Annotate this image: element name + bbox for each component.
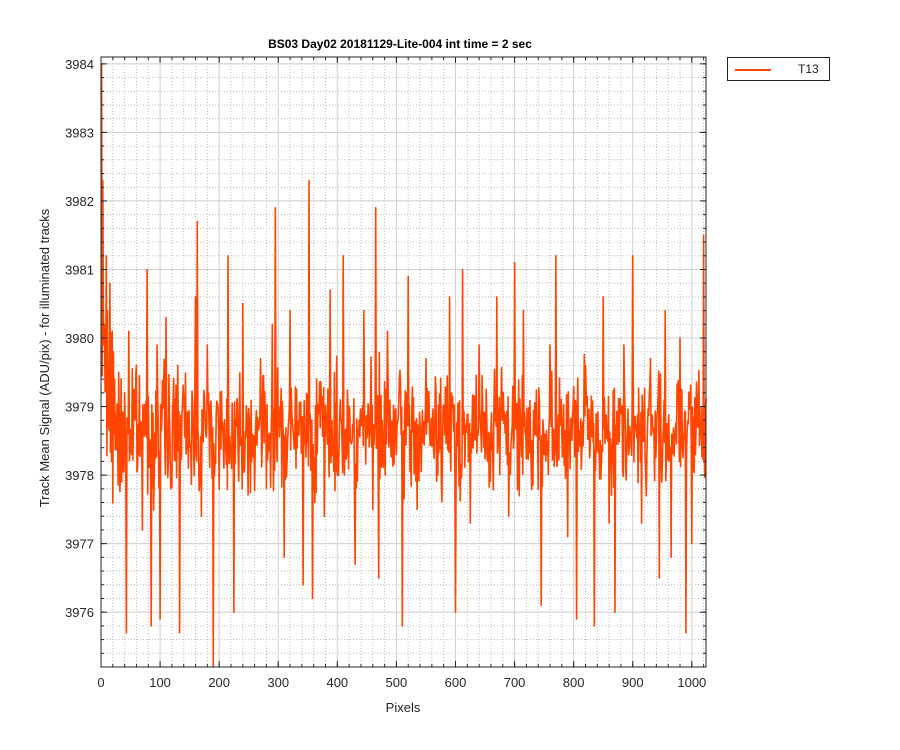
x-tick-label: 900 [622, 675, 644, 690]
y-tick-label: 3983 [65, 125, 94, 140]
x-tick-label: 300 [267, 675, 289, 690]
y-tick-label: 3984 [65, 57, 94, 72]
tick-label-layer: 0 100 200 300 400 500 600 700 800 900 1000 3976 3977… [65, 57, 706, 690]
y-tick-label: 3980 [65, 331, 94, 346]
series-layer [100, 63, 707, 668]
y-tick-label: 3976 [65, 605, 94, 620]
series-line-t13 [100, 63, 707, 668]
y-tick-label: 3979 [65, 400, 94, 415]
y-tick-label: 3978 [65, 468, 94, 483]
x-tick-label: 0 [97, 675, 104, 690]
x-tick-label: 100 [149, 675, 171, 690]
axes-layer [100, 56, 707, 668]
y-tick-label: 3981 [65, 262, 94, 277]
legend: T13 [727, 57, 830, 81]
x-tick-label: 200 [208, 675, 230, 690]
x-tick-label: 400 [326, 675, 348, 690]
legend-swatch-t13 [735, 69, 771, 71]
chart-title: BS03 Day02 20181129-Lite-004 int time = … [268, 37, 532, 51]
x-tick-label: 600 [445, 675, 467, 690]
x-axis-label: Pixels [386, 700, 421, 715]
legend-label-t13: T13 [798, 62, 819, 76]
x-tick-label: 1000 [677, 675, 706, 690]
x-tick-label: 800 [563, 675, 585, 690]
x-tick-label: 500 [386, 675, 408, 690]
y-axis-label: Track Mean Signal (ADU/pix) - for illumi… [37, 208, 52, 507]
plot-frame [100, 56, 707, 668]
x-tick-label: 700 [504, 675, 526, 690]
y-tick-label: 3977 [65, 537, 94, 552]
y-tick-label: 3982 [65, 194, 94, 209]
